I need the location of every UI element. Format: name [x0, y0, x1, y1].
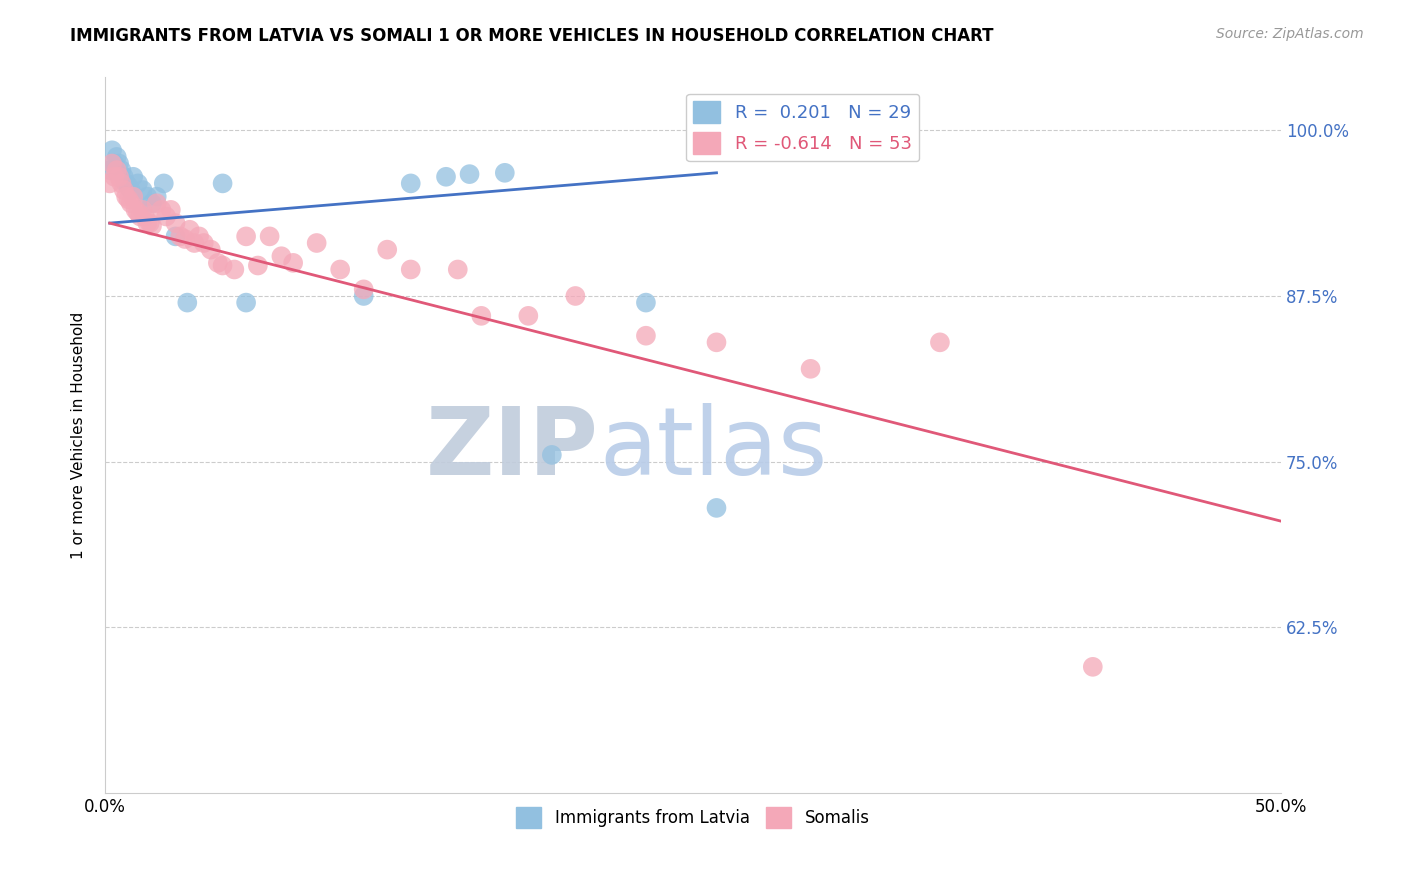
Point — [541, 448, 564, 462]
Point — [145, 196, 167, 211]
Point — [179, 223, 201, 237]
Point — [115, 189, 138, 203]
Point — [1081, 660, 1104, 674]
Point — [112, 183, 135, 197]
Point — [122, 189, 145, 203]
Point — [110, 163, 132, 178]
Point — [103, 169, 125, 184]
Point — [155, 210, 177, 224]
Point — [634, 295, 657, 310]
Point — [706, 500, 728, 515]
Point — [200, 243, 222, 257]
Point — [131, 202, 153, 217]
Point — [120, 196, 142, 211]
Text: IMMIGRANTS FROM LATVIA VS SOMALI 1 OR MORE VEHICLES IN HOUSEHOLD CORRELATION CHA: IMMIGRANTS FROM LATVIA VS SOMALI 1 OR MO… — [70, 27, 994, 45]
Point — [211, 259, 233, 273]
Text: atlas: atlas — [599, 403, 827, 495]
Point — [129, 210, 152, 224]
Point — [929, 335, 952, 350]
Point — [98, 177, 121, 191]
Point — [136, 216, 159, 230]
Point — [494, 166, 516, 180]
Point — [105, 163, 128, 178]
Point — [634, 328, 657, 343]
Legend: Immigrants from Latvia, Somalis: Immigrants from Latvia, Somalis — [509, 801, 876, 834]
Point — [117, 192, 139, 206]
Point — [176, 295, 198, 310]
Point — [98, 163, 121, 178]
Point — [108, 169, 131, 184]
Point — [375, 243, 398, 257]
Point — [127, 177, 149, 191]
Point — [517, 309, 540, 323]
Point — [169, 229, 191, 244]
Point — [141, 196, 163, 211]
Point — [399, 177, 422, 191]
Point — [706, 335, 728, 350]
Point — [246, 259, 269, 273]
Point — [188, 229, 211, 244]
Y-axis label: 1 or more Vehicles in Household: 1 or more Vehicles in Household — [72, 311, 86, 558]
Point — [160, 202, 183, 217]
Point — [259, 229, 281, 244]
Point — [800, 361, 823, 376]
Point — [101, 156, 124, 170]
Point — [434, 169, 457, 184]
Point — [235, 229, 257, 244]
Point — [165, 229, 187, 244]
Point — [281, 256, 304, 270]
Point — [117, 179, 139, 194]
Point — [235, 295, 257, 310]
Point — [138, 216, 160, 230]
Point — [152, 177, 174, 191]
Point — [120, 183, 142, 197]
Point — [124, 202, 146, 217]
Point — [470, 309, 492, 323]
Point — [115, 177, 138, 191]
Point — [458, 167, 481, 181]
Point — [447, 262, 470, 277]
Point — [174, 232, 197, 246]
Point — [112, 169, 135, 184]
Point — [101, 143, 124, 157]
Point — [165, 216, 187, 230]
Point — [131, 183, 153, 197]
Point — [150, 202, 173, 217]
Point — [207, 256, 229, 270]
Point — [353, 289, 375, 303]
Text: ZIP: ZIP — [426, 403, 599, 495]
Point — [564, 289, 586, 303]
Point — [329, 262, 352, 277]
Point — [224, 262, 246, 277]
Point — [353, 282, 375, 296]
Point — [110, 177, 132, 191]
Point — [122, 169, 145, 184]
Point — [183, 235, 205, 250]
Point — [305, 235, 328, 250]
Point — [270, 249, 292, 263]
Point — [136, 189, 159, 203]
Text: Source: ZipAtlas.com: Source: ZipAtlas.com — [1216, 27, 1364, 41]
Point — [108, 156, 131, 170]
Point — [211, 177, 233, 191]
Point — [103, 156, 125, 170]
Point — [127, 205, 149, 219]
Point — [105, 150, 128, 164]
Point — [193, 235, 215, 250]
Point — [141, 219, 163, 233]
Point — [134, 210, 156, 224]
Point — [399, 262, 422, 277]
Point — [145, 189, 167, 203]
